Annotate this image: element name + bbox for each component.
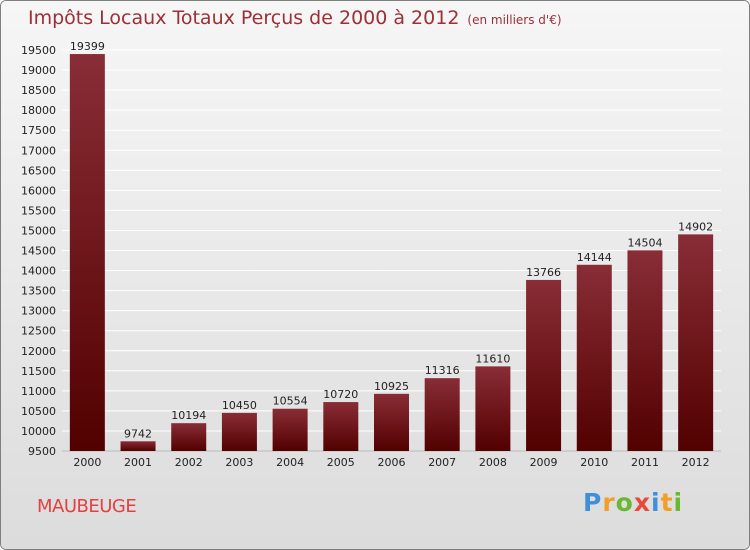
- y-tick-label: 11000: [21, 385, 56, 398]
- x-tick-label: 2001: [124, 456, 152, 469]
- bar-2000: [69, 54, 105, 451]
- x-tick-label: 2006: [378, 456, 406, 469]
- x-tick-label: 2007: [428, 456, 456, 469]
- bar-value-label: 10720: [323, 388, 358, 401]
- y-tick-label: 15000: [21, 224, 56, 237]
- bar-value-label: 14902: [678, 220, 713, 233]
- x-tick-label: 2008: [479, 456, 507, 469]
- x-tick-label: 2011: [631, 456, 659, 469]
- x-axis: 2000 2001 2002 2003 2004 2005 2006 2007 2008 2009…: [73, 456, 709, 469]
- y-tick-label: 19500: [21, 44, 56, 57]
- proxiti-logo: Proxiti: [583, 488, 684, 517]
- bar-2005: [323, 402, 359, 451]
- bar-2003: [221, 412, 257, 451]
- y-tick-label: 12000: [21, 345, 56, 358]
- y-tick-label: 17500: [21, 124, 56, 137]
- y-tick-label: 18500: [21, 84, 56, 97]
- y-tick-label: 13000: [21, 305, 56, 318]
- bar-value-label: 11316: [425, 364, 460, 377]
- bar-value-label: 9742: [124, 427, 152, 440]
- y-tick-label: 15500: [21, 204, 56, 217]
- y-tick-label: 12500: [21, 325, 56, 338]
- bar-2009: [526, 279, 562, 451]
- bar-value-label: 10194: [171, 409, 206, 422]
- bar-value-label: 11610: [475, 352, 510, 365]
- bar-2006: [374, 393, 409, 451]
- chart-title: Impôts Locaux Totaux Perçus de 2000 à 20…: [28, 7, 562, 29]
- chart-subtitle: (en milliers d'€): [467, 13, 562, 27]
- bar-2012: [678, 234, 714, 451]
- y-tick-label: 18000: [21, 104, 56, 117]
- city-name: MAUBEUGE: [37, 496, 137, 517]
- y-tick-label: 10500: [21, 405, 56, 418]
- y-tick-label: 13500: [21, 285, 56, 298]
- x-tick-label: 2000: [73, 456, 101, 469]
- x-tick-label: 2009: [530, 456, 558, 469]
- bars: [69, 54, 714, 451]
- bar-value-label: 14504: [627, 236, 662, 249]
- y-tick-label: 14500: [21, 245, 56, 258]
- bar-value-label: 10450: [222, 399, 257, 412]
- bar-2007: [424, 378, 460, 451]
- x-tick-label: 2010: [580, 456, 608, 469]
- bar-value-label: 10554: [273, 395, 308, 408]
- chart-title-text: Impôts Locaux Totaux Perçus de 2000 à 20…: [28, 7, 460, 29]
- y-tick-label: 9500: [28, 445, 56, 458]
- x-tick-label: 2012: [682, 456, 710, 469]
- bar-2011: [627, 250, 663, 451]
- x-tick-label: 2004: [276, 456, 304, 469]
- bar-value-label: 13766: [526, 266, 561, 279]
- bar-value-label: 14144: [577, 251, 612, 264]
- y-tick-label: 11500: [21, 365, 56, 378]
- x-tick-label: 2003: [225, 456, 253, 469]
- bar-2010: [576, 264, 612, 451]
- bar-value-label: 19399: [70, 40, 105, 53]
- bar-value-labels: 19399 9742 10194 10450 10554 10720 10925 11316 1…: [70, 40, 713, 440]
- bar-2002: [171, 423, 207, 451]
- y-tick-label: 10000: [21, 425, 56, 438]
- x-tick-label: 2005: [327, 456, 355, 469]
- bar-value-label: 10925: [374, 380, 409, 393]
- x-tick-label: 2002: [175, 456, 203, 469]
- bar-2004: [272, 408, 308, 451]
- y-tick-label: 17000: [21, 144, 56, 157]
- bar-2008: [475, 366, 511, 451]
- y-tick-label: 14000: [21, 265, 56, 278]
- y-axis: 9500 10000 10500 11000 11500 12000 12500 13000 1…: [21, 44, 56, 458]
- y-tick-label: 16000: [21, 184, 56, 197]
- y-tick-label: 16500: [21, 164, 56, 177]
- y-tick-label: 19000: [21, 64, 56, 77]
- bar-2001: [120, 441, 156, 451]
